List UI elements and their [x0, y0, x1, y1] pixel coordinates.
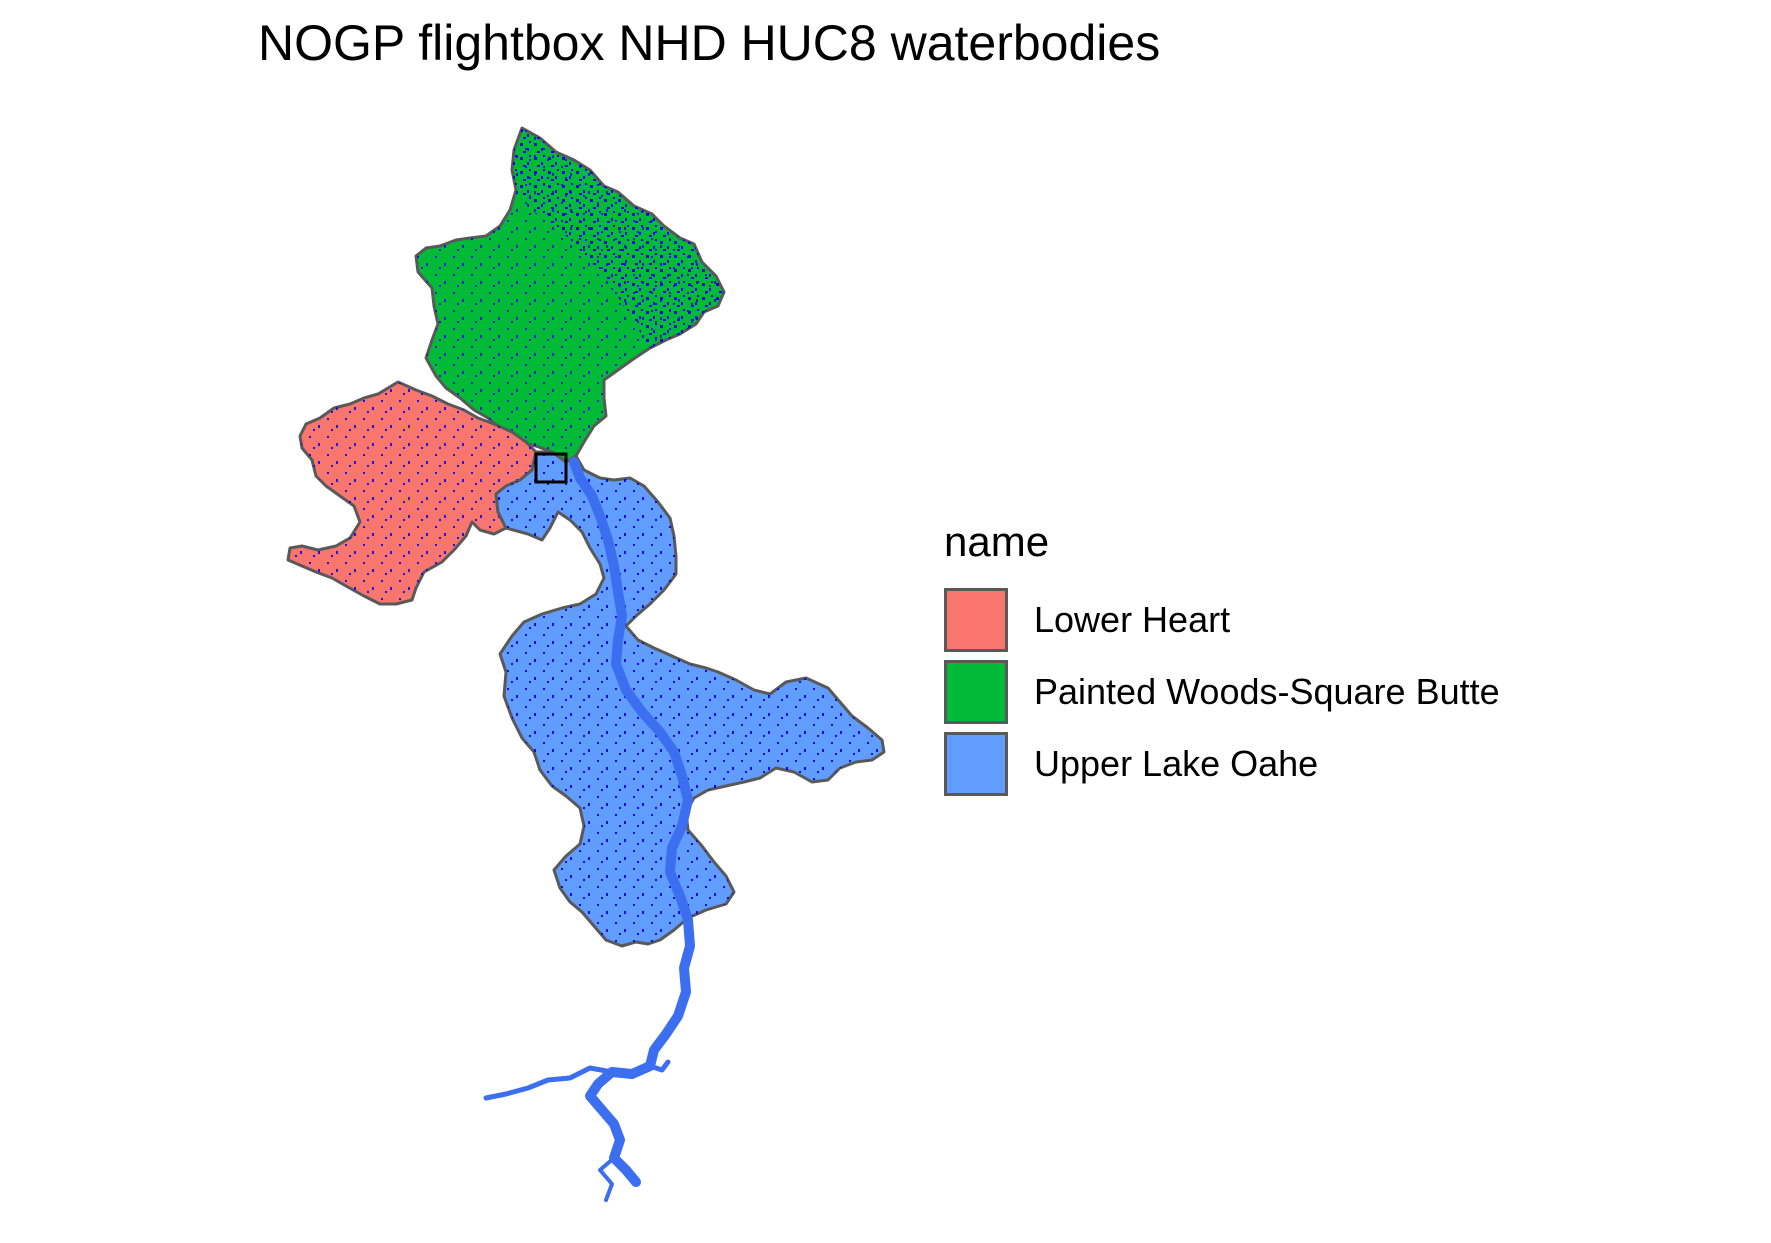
legend-item-upper-lake-oahe: Upper Lake Oahe — [944, 728, 1500, 800]
region-upper-lake-oahe — [494, 450, 886, 948]
flightbox-marker — [534, 452, 568, 484]
region-lower-heart — [286, 380, 538, 606]
legend-key-lower-heart — [944, 588, 1008, 652]
legend-label: Upper Lake Oahe — [1034, 743, 1319, 784]
map-title: NOGP flightbox NHD HUC8 waterbodies — [258, 15, 1161, 71]
legend-key-painted-woods-square-butte — [944, 660, 1008, 724]
legend-title: name — [944, 518, 1050, 565]
legend-item-painted-woods-square-butte: Painted Woods-Square Butte — [944, 656, 1500, 728]
river-channel — [483, 457, 695, 1202]
legend-item-lower-heart: Lower Heart — [944, 584, 1500, 656]
legend-key-upper-lake-oahe — [944, 732, 1008, 796]
legend-label: Painted Woods-Square Butte — [1034, 671, 1500, 712]
legend: name Lower Heart Painted Woods-Square Bu… — [944, 518, 1500, 800]
legend-label: Lower Heart — [1034, 599, 1231, 640]
